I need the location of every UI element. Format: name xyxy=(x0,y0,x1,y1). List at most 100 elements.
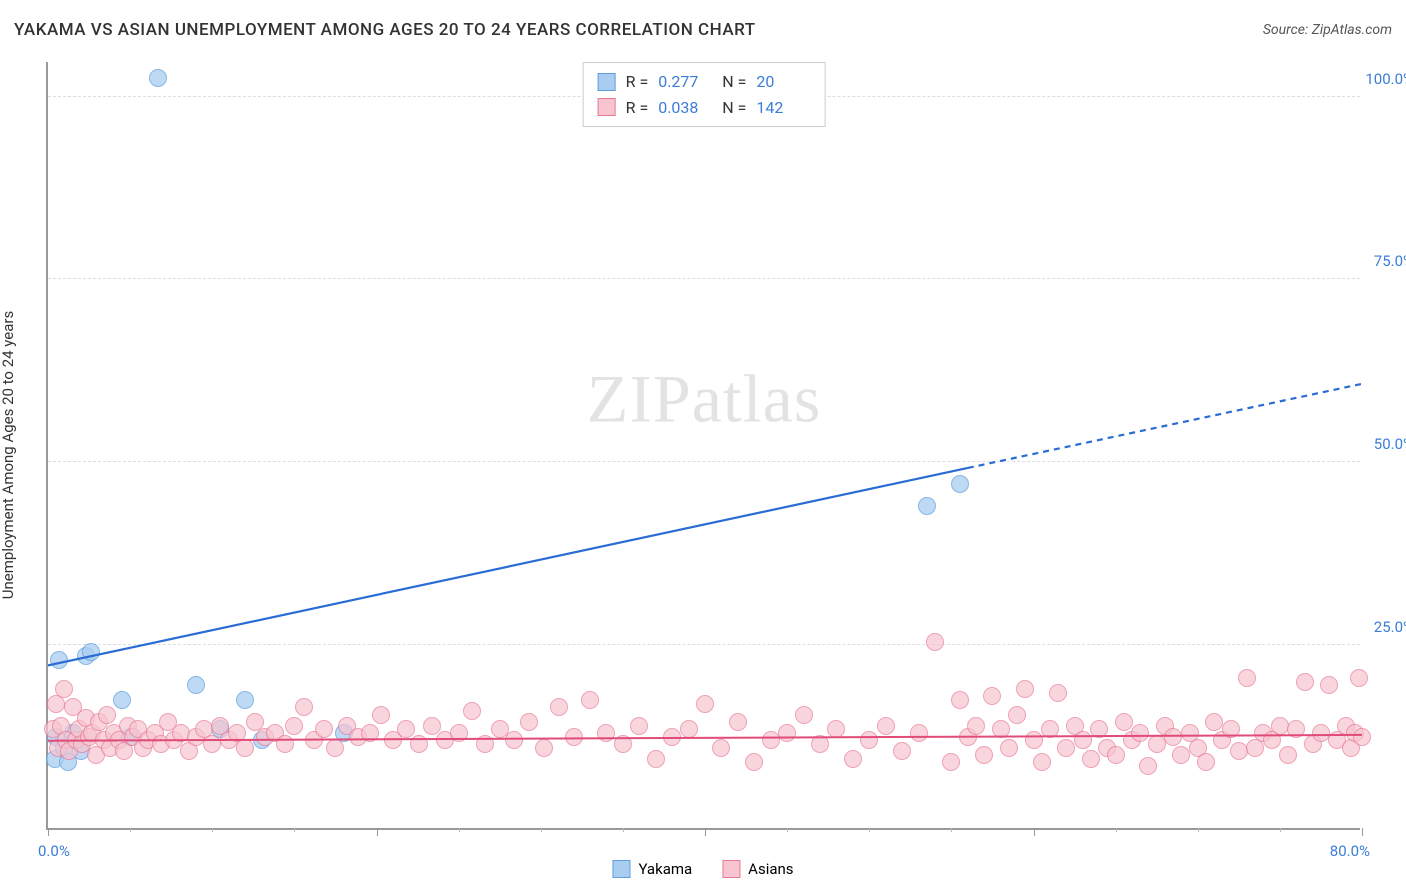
plot-area: ZIPatlas 25.0%50.0%75.0%100.0%0.0%80.0%R… xyxy=(46,62,1360,830)
scatter-point xyxy=(1205,713,1223,731)
scatter-point xyxy=(535,739,553,757)
scatter-point xyxy=(397,720,415,738)
legend-swatch xyxy=(722,860,740,878)
scatter-point xyxy=(326,739,344,757)
scatter-point xyxy=(647,750,665,768)
scatter-point xyxy=(285,717,303,735)
scatter-point xyxy=(1312,724,1330,742)
scatter-point xyxy=(1139,757,1157,775)
scatter-point xyxy=(1025,731,1043,749)
scatter-point xyxy=(1279,746,1297,764)
stat-legend-row: R =0.277N =20 xyxy=(598,69,811,95)
scatter-point xyxy=(1271,717,1289,735)
ytick-label: 50.0% xyxy=(1374,435,1406,453)
stat-n-label: N = xyxy=(722,95,746,121)
scatter-point xyxy=(729,713,747,731)
xtick-major xyxy=(48,828,49,836)
stat-legend-row: R =0.038N =142 xyxy=(598,95,811,121)
scatter-point xyxy=(149,69,167,87)
xtick-minor xyxy=(294,828,295,832)
scatter-point xyxy=(910,724,928,742)
scatter-point xyxy=(1296,673,1314,691)
xtick-minor xyxy=(787,828,788,832)
scatter-point xyxy=(1008,706,1026,724)
scatter-point xyxy=(1115,713,1133,731)
scatter-point xyxy=(1090,720,1108,738)
chart-source: Source: ZipAtlas.com xyxy=(1263,22,1392,38)
scatter-point xyxy=(811,735,829,753)
legend-item: Yakama xyxy=(612,860,692,878)
scatter-point xyxy=(203,735,221,753)
bottom-legend: YakamaAsians xyxy=(612,860,793,878)
stat-n-value: 20 xyxy=(756,69,810,95)
scatter-point xyxy=(410,735,428,753)
scatter-point xyxy=(597,724,615,742)
legend-swatch xyxy=(598,73,616,91)
scatter-point xyxy=(505,731,523,749)
stat-r-value: 0.277 xyxy=(658,69,712,95)
stat-legend: R =0.277N =20R =0.038N =142 xyxy=(583,62,826,127)
stat-r-value: 0.038 xyxy=(658,95,712,121)
scatter-point xyxy=(827,720,845,738)
trend-line xyxy=(48,468,968,665)
xtick-minor xyxy=(1116,828,1117,832)
gridline xyxy=(48,644,1360,645)
scatter-point xyxy=(778,724,796,742)
scatter-point xyxy=(50,651,68,669)
scatter-point xyxy=(476,735,494,753)
scatter-point xyxy=(1107,746,1125,764)
scatter-point xyxy=(795,706,813,724)
scatter-point xyxy=(1041,720,1059,738)
scatter-point xyxy=(520,713,538,731)
scatter-point xyxy=(1148,735,1166,753)
legend-swatch xyxy=(598,98,616,116)
ytick-label: 75.0% xyxy=(1374,252,1406,270)
gridline xyxy=(48,278,1360,279)
xtick-minor xyxy=(541,828,542,832)
scatter-point xyxy=(372,706,390,724)
scatter-point xyxy=(926,633,944,651)
scatter-point xyxy=(1197,753,1215,771)
x-label-left: 0.0% xyxy=(38,842,70,860)
x-label-right: 80.0% xyxy=(1330,842,1370,860)
xtick-minor xyxy=(130,828,131,832)
scatter-point xyxy=(614,735,632,753)
xtick-minor xyxy=(869,828,870,832)
xtick-major xyxy=(705,828,706,836)
scatter-point xyxy=(1049,684,1067,702)
ytick-label: 100.0% xyxy=(1365,70,1406,88)
scatter-point xyxy=(1164,728,1182,746)
watermark: ZIPatlas xyxy=(587,360,822,439)
scatter-point xyxy=(1172,746,1190,764)
gridline xyxy=(48,461,1360,462)
scatter-point xyxy=(712,739,730,757)
scatter-point xyxy=(315,720,333,738)
xtick-major xyxy=(1034,828,1035,836)
ytick-label: 25.0% xyxy=(1374,618,1406,636)
scatter-point xyxy=(1350,669,1368,687)
scatter-point xyxy=(951,475,969,493)
scatter-point xyxy=(113,691,131,709)
xtick-major xyxy=(1362,828,1363,836)
scatter-point xyxy=(276,735,294,753)
scatter-point xyxy=(1000,739,1018,757)
stat-n-value: 142 xyxy=(756,95,810,121)
scatter-point xyxy=(1320,676,1338,694)
chart-title: YAKAMA VS ASIAN UNEMPLOYMENT AMONG AGES … xyxy=(14,20,756,40)
watermark-part2: atlas xyxy=(692,361,822,437)
scatter-point xyxy=(565,728,583,746)
scatter-point xyxy=(361,724,379,742)
legend-label: Yakama xyxy=(638,860,692,878)
scatter-point xyxy=(844,750,862,768)
scatter-point xyxy=(992,720,1010,738)
trend-line-extrapolated xyxy=(968,384,1362,468)
scatter-point xyxy=(1033,753,1051,771)
trend-lines xyxy=(48,62,1362,830)
scatter-point xyxy=(1222,720,1240,738)
scatter-point xyxy=(680,720,698,738)
scatter-point xyxy=(630,717,648,735)
scatter-point xyxy=(975,746,993,764)
y-axis-label: Unemployment Among Ages 20 to 24 years xyxy=(0,311,17,599)
scatter-point xyxy=(55,680,73,698)
scatter-point xyxy=(187,676,205,694)
